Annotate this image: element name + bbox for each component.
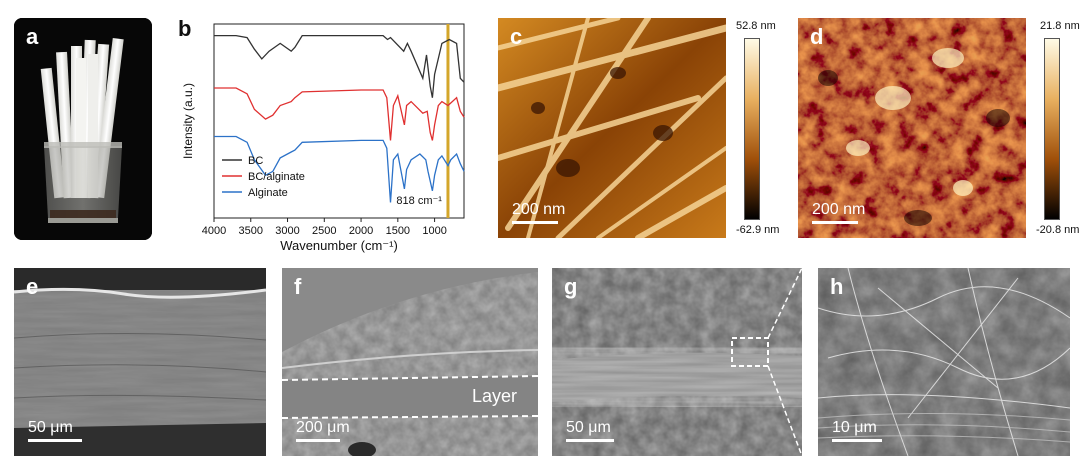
scalebar-line — [512, 221, 558, 224]
x-tick-label: 2500 — [312, 225, 336, 237]
panel-c-colorbar — [744, 38, 760, 220]
highlight-annotation: 818 cm⁻¹ — [396, 195, 442, 207]
scalebar-text: 50 μm — [28, 419, 73, 436]
x-axis-label: Wavenumber (cm⁻¹) — [280, 238, 398, 253]
panel-c-label: c — [510, 24, 523, 49]
panel-c-scalebar: 200 nm — [512, 201, 565, 224]
panel-c-cbar-min: -62.9 nm — [736, 224, 780, 236]
scalebar-text: 200 nm — [812, 201, 866, 218]
panel-a-label: a — [26, 24, 39, 49]
scalebar-text: 10 μm — [832, 419, 877, 436]
panel-e-label: e — [26, 274, 39, 299]
legend-label: Alginate — [248, 187, 288, 199]
x-tick-label: 4000 — [202, 225, 226, 237]
legend-label: BC — [248, 155, 263, 167]
sem-bundle-texture — [552, 268, 802, 456]
panel-d-label: d — [810, 24, 824, 49]
panel-h-label: h — [830, 274, 844, 299]
x-tick-label: 2000 — [349, 225, 373, 237]
x-tick-label: 1000 — [422, 225, 446, 237]
sem-network-texture — [818, 268, 1070, 456]
panel-d-cbar-max: 21.8 nm — [1040, 20, 1080, 32]
panel-d-afm-image: d 200 nm — [798, 18, 1026, 238]
scalebar-text: 50 μm — [566, 419, 611, 436]
series-line-bc — [214, 34, 465, 98]
panel-c-cbar-max: 52.8 nm — [736, 20, 776, 32]
panel-f-scalebar: 200 μm — [296, 419, 350, 442]
panel-e-sem-image: e 50 μm — [14, 268, 266, 456]
legend-label: BC/alginate — [248, 171, 305, 183]
layer-annotation: Layer — [472, 386, 518, 406]
panel-d-scalebar: 200 nm — [812, 201, 865, 224]
scalebar-line — [812, 221, 858, 224]
plot-frame — [213, 23, 465, 219]
scalebar-line — [28, 439, 82, 442]
panel-c-afm-image: c 200 nm — [498, 18, 726, 238]
x-tick-label: 3000 — [275, 225, 299, 237]
panel-g-sem-image: g 50 μm — [552, 268, 802, 456]
scalebar-line — [296, 439, 340, 442]
sem-cross-section-texture — [14, 268, 266, 456]
ftir-chart-svg: 4000 3500 3000 2500 2000 1500 1000 Wavenumber (… — [181, 23, 465, 253]
rods-in-glass-image — [14, 18, 152, 240]
panel-g-label: g — [564, 274, 578, 299]
panel-d-cbar-min: -20.8 nm — [1036, 224, 1080, 236]
panel-g-scalebar: 50 μm — [566, 419, 614, 442]
x-tick-label: 3500 — [239, 225, 263, 237]
scalebar-line — [832, 439, 882, 442]
scalebar-line — [566, 439, 614, 442]
panel-h-scalebar: 10 μm — [832, 419, 882, 442]
y-axis-label: Intensity (a.u.) — [181, 83, 195, 159]
x-tick-label: 1500 — [386, 225, 410, 237]
scalebar-text: 200 nm — [512, 201, 566, 218]
panel-d-colorbar — [1044, 38, 1060, 220]
series-line-alginate — [214, 135, 465, 203]
panel-h-sem-image: h 10 μm — [818, 268, 1070, 456]
panel-f-label: f — [294, 274, 302, 299]
series-line-bc-alginate — [214, 87, 465, 141]
panel-e-scalebar: 50 μm — [28, 419, 82, 442]
scalebar-text: 200 μm — [296, 419, 350, 436]
panel-a-photo: a — [14, 18, 152, 240]
afm-granular-texture — [798, 18, 1026, 238]
afm-fiber-texture — [498, 18, 726, 238]
panel-f-sem-image: f Layer 200 μm — [282, 268, 538, 456]
panel-b-label: b — [178, 16, 192, 41]
sem-layer-texture — [282, 268, 538, 456]
panel-b-ftir-chart: b 4000 3500 3000 2500 2000 1500 1000 Wavenumber… — [170, 14, 470, 254]
